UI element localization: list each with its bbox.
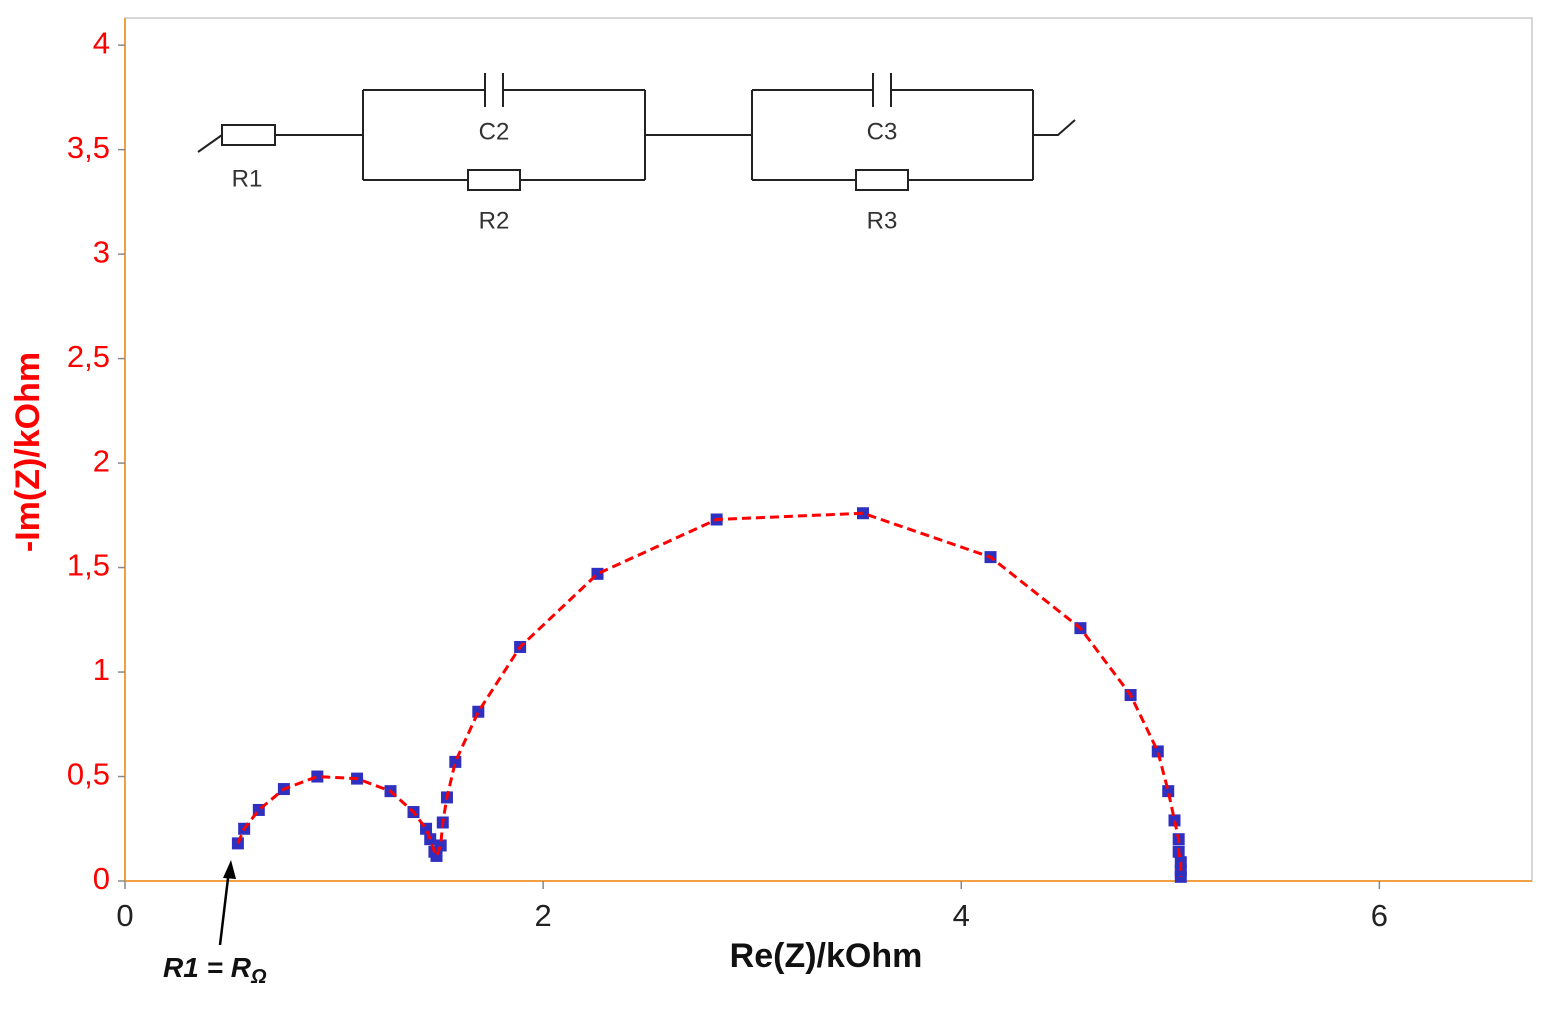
y-tick-label: 0: [93, 861, 110, 896]
marker: [1168, 814, 1181, 827]
marker: [434, 839, 447, 852]
x-axis-title: Re(Z)/kOhm: [730, 937, 923, 975]
plot-frame: [124, 17, 1533, 882]
y-tick-label: 3: [93, 234, 110, 269]
fit-line: [236, 511, 1183, 877]
circuit-label: R2: [479, 207, 510, 234]
y-tick-label: 3,5: [67, 130, 110, 165]
marker: [1162, 785, 1175, 798]
y-tick-label: 1: [93, 652, 110, 687]
y-tick-label: 4: [93, 25, 110, 60]
y-tick-label: 1,5: [67, 548, 110, 583]
x-tick-label: 0: [116, 898, 133, 933]
y-axis-title: -Im(Z)/kOhm: [9, 352, 47, 552]
annotation-subscript: Ω: [250, 966, 267, 988]
x-tick-label: 6: [1371, 898, 1388, 933]
marker: [430, 849, 443, 862]
circuit-label: R1: [232, 165, 263, 192]
x-tick-label: 4: [953, 898, 970, 933]
resistor: [221, 124, 276, 146]
y-tick-label: 2: [93, 443, 110, 478]
marker: [311, 770, 324, 783]
resistor: [855, 169, 909, 191]
circuit-label: C3: [867, 118, 898, 145]
y-tick-label: 0,5: [67, 757, 110, 792]
y-tick-label: 2,5: [67, 339, 110, 374]
circuit-diagram: R1 C2 R2 C3 R3: [197, 73, 1076, 234]
annotation-arrowhead: [223, 860, 236, 879]
circuit-label: R3: [867, 207, 898, 234]
marker: [856, 507, 869, 520]
annotation-arrow: [218, 869, 231, 946]
annotation: R1 = RΩ: [163, 952, 267, 988]
x-tick-label: 2: [535, 898, 552, 933]
annotation-text: R1 = R: [163, 952, 252, 983]
resistor: [467, 169, 521, 191]
circuit-label: C2: [479, 118, 510, 145]
circuit-wires: [197, 73, 1076, 181]
